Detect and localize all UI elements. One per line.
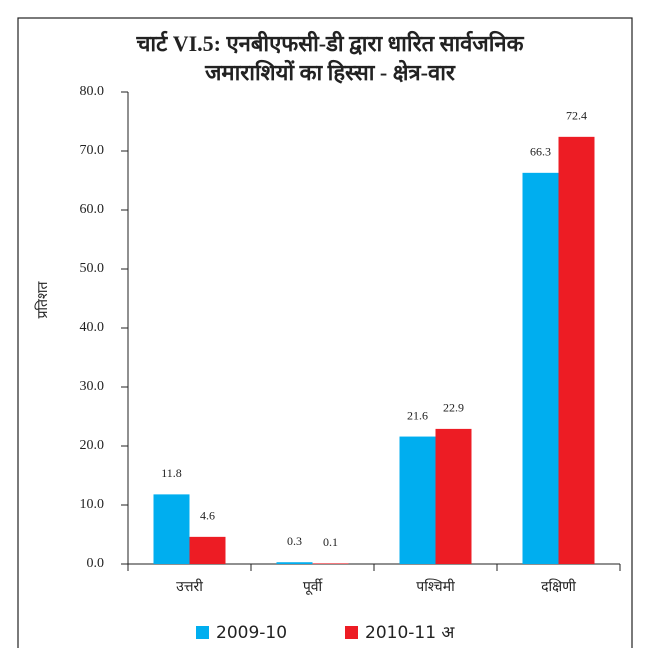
- legend-label: 2010-11 अ: [365, 623, 455, 643]
- x-tick-label: उत्तरी: [176, 578, 203, 595]
- data-label: 0.1: [323, 535, 338, 549]
- bar: [558, 136, 595, 564]
- y-axis-label: प्रतिशत: [34, 280, 51, 318]
- x-tick-label: दक्षिणी: [541, 578, 576, 595]
- y-tick-label: 40.0: [80, 320, 105, 335]
- bar: [312, 563, 349, 564]
- y-tick-label: 70.0: [80, 143, 105, 158]
- chart-title: जमाराशियों का हिस्सा - क्षेत्र-वार: [204, 59, 456, 85]
- bar: [399, 436, 436, 564]
- frame: [17, 17, 633, 648]
- y-tick-label: 10.0: [80, 497, 105, 512]
- bar: [522, 172, 559, 564]
- x-tick-label: पश्चिमी: [416, 578, 455, 595]
- data-label: 21.6: [407, 408, 428, 422]
- bar: [435, 428, 472, 564]
- legend-swatch: [345, 626, 358, 639]
- y-tick-label: 20.0: [80, 438, 105, 453]
- y-tick-label: 30.0: [80, 379, 105, 394]
- x-tick-label: पूर्वी: [303, 578, 324, 595]
- legend-label: 2009-10: [216, 623, 287, 643]
- legend-swatch: [196, 626, 209, 639]
- data-label: 4.6: [200, 509, 215, 523]
- data-label: 66.3: [530, 145, 551, 159]
- y-tick-label: 0.0: [87, 556, 105, 571]
- bar: [153, 494, 190, 564]
- y-tick-label: 60.0: [80, 202, 105, 217]
- bar: [276, 562, 313, 564]
- data-label: 11.8: [161, 466, 182, 480]
- y-tick-label: 80.0: [80, 84, 105, 99]
- data-label: 22.9: [443, 401, 464, 415]
- chart-title: चार्ट VI.5: एनबीएफसी-डी द्वारा धारित सार…: [135, 30, 524, 56]
- y-tick-label: 50.0: [80, 261, 105, 276]
- data-label: 0.3: [287, 534, 302, 548]
- data-label: 72.4: [566, 109, 587, 123]
- bar: [189, 536, 226, 564]
